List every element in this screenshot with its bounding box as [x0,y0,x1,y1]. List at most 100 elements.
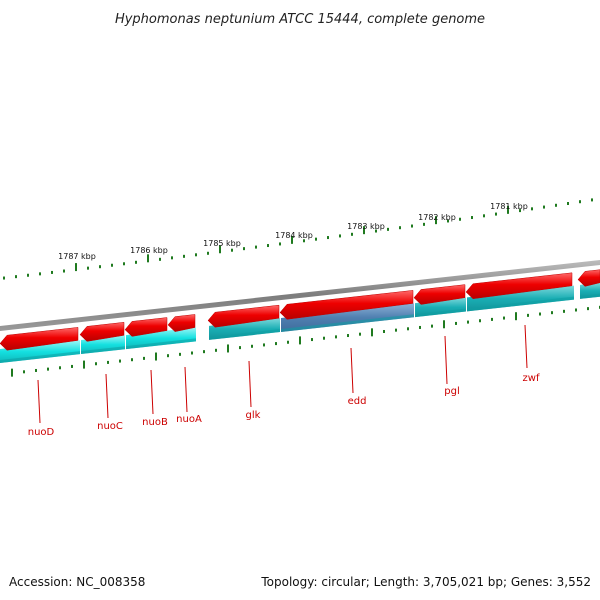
major-tick [155,352,157,361]
minor-tick [423,222,425,226]
gene-arrow [279,290,414,320]
minor-tick [3,276,5,280]
gene-leader-line [184,366,188,413]
gene-arrow [207,304,280,328]
minor-tick [539,312,541,316]
scale-label: 1787 kbp [58,252,96,261]
scale-label: 1786 kbp [130,246,168,255]
major-tick [75,263,77,272]
cds-segment [126,327,196,350]
gene-arrow [465,272,573,299]
genome-backbone [0,260,600,331]
gene-label-pgl: pgl [444,386,459,397]
minor-tick [407,327,409,331]
minor-tick [359,332,361,336]
cds-segment [467,285,574,312]
genome-summary-text: Topology: circular; Length: 3,705,021 bp… [260,575,591,589]
minor-tick [23,370,25,374]
minor-tick [335,335,337,339]
major-tick [363,226,365,235]
minor-tick [231,248,233,252]
scale-labels: 1787 kbp 1786 kbp 1785 kbp 1784 kbp 1783 kbp… [58,202,528,261]
major-tick [515,312,517,321]
gene-arrow [167,314,196,332]
scale-label: 1781 kbp [490,202,528,211]
minor-tick [399,226,401,230]
cds-segment-shadow [580,293,600,299]
minor-tick [479,319,481,323]
minor-tick [51,270,53,274]
cds-segment-shadow [281,314,414,332]
minor-tick [107,360,109,364]
minor-tick [167,354,169,358]
minor-tick [251,344,253,348]
gene-leader-line [105,373,109,419]
minor-tick [243,247,245,251]
minor-tick [579,200,581,204]
scale-label: 1785 kbp [203,239,241,248]
cds-segment-shadow [415,308,466,318]
gene-labels: nuoD nuoC nuoB nuoA glk edd pgl zwf [28,324,540,438]
minor-tick [183,254,185,258]
minor-tick [215,348,217,352]
minor-tick [311,338,313,342]
major-tick [227,344,229,353]
minor-tick [567,202,569,206]
minor-tick [123,262,125,266]
backbone-line [0,260,600,331]
cds-segment-shadow [126,338,196,350]
minor-tick [59,366,61,370]
gene-label-nuoC: nuoC [97,421,123,432]
minor-tick [95,362,97,366]
scale-ticks [3,198,593,280]
gene-label-nuoD: nuoD [28,427,55,438]
major-tick [435,216,437,225]
minor-tick [239,346,241,350]
lower-scale-ticks [11,305,600,377]
scale-label: 1783 kbp [347,222,385,231]
gene-arrow [0,327,79,351]
minor-tick [111,263,113,267]
accession-text: Accession: NC_008358 [9,575,145,589]
minor-tick [267,244,269,248]
map-title: Hyphomonas neptunium ATCC 15444, complet… [115,12,485,27]
gene-arrow [124,317,168,337]
minor-tick [203,350,205,354]
minor-tick [135,260,137,264]
minor-tick [315,237,317,241]
gene-leader-line [524,324,528,369]
minor-tick [587,307,589,311]
gene-label-zwf: zwf [523,373,540,384]
minor-tick [47,367,49,371]
minor-tick [495,212,497,216]
minor-tick [447,219,449,223]
major-tick [83,360,85,369]
minor-tick [347,334,349,338]
minor-tick [551,311,553,315]
minor-tick [195,253,197,257]
major-tick [371,328,373,337]
gene-label-nuoB: nuoB [142,417,168,428]
cds-segment-shadow [467,296,574,312]
minor-tick [491,317,493,321]
cds-segment-shadow [0,351,80,363]
minor-tick [375,229,377,233]
minor-tick [143,356,145,360]
minor-tick [71,364,73,368]
minor-tick [467,320,469,324]
minor-tick [87,266,89,270]
major-tick [11,368,13,377]
gene-track [0,269,600,351]
minor-tick [411,224,413,228]
major-tick [443,320,445,329]
minor-tick [591,198,593,202]
minor-tick [519,209,521,213]
gene-leader-line [350,347,354,394]
minor-tick [351,232,353,236]
gene-arrow [577,269,600,287]
minor-tick [15,275,17,279]
cds-segment [209,318,280,340]
minor-tick [459,217,461,221]
minor-tick [99,265,101,269]
